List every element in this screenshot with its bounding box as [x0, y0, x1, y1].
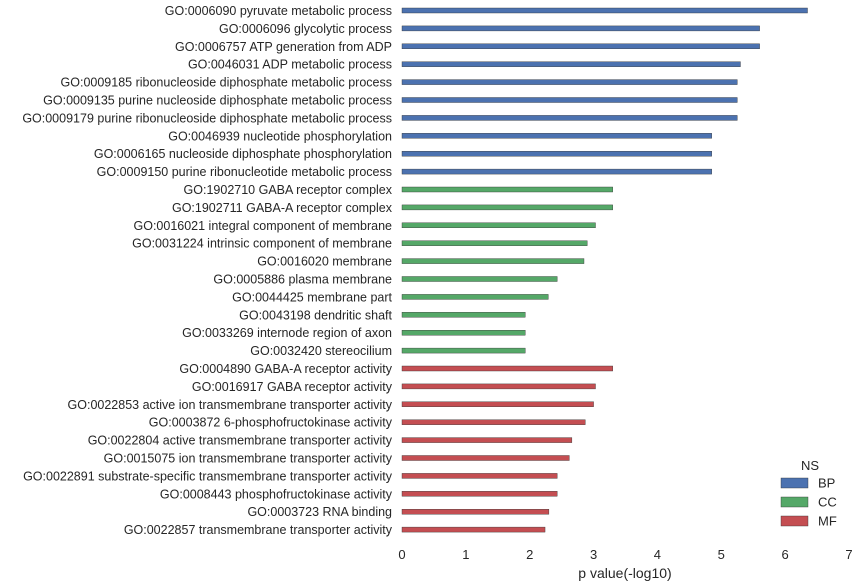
- bar: [401, 455, 570, 461]
- category-label: GO:1902711 GABA-A receptor complex: [172, 201, 393, 215]
- bar: [401, 186, 613, 193]
- category-label: GO:0033269 internode region of axon: [182, 326, 392, 340]
- bar: [401, 79, 738, 85]
- category-label: GO:0016020 membrane: [257, 255, 392, 269]
- category-label: GO:0003872 6-phosphofructokinase activit…: [149, 416, 393, 430]
- category-label: GO:0008443 phosphofructokinase activity: [160, 487, 393, 501]
- category-label: GO:0016021 integral component of membran…: [134, 219, 393, 233]
- bar: [401, 168, 712, 175]
- category-label: GO:0009185 ribonucleoside diphosphate me…: [61, 76, 392, 90]
- category-labels: GO:0006090 pyruvate metabolic process GO:…: [22, 4, 392, 537]
- bar: [401, 365, 613, 372]
- category-label: GO:0043198 dendritic shaft: [239, 308, 392, 322]
- category-label: GO:0009150 purine ribonucleotide metabol…: [97, 165, 392, 179]
- x-axis-title: p value(-log10): [578, 565, 671, 581]
- legend-swatch: [780, 515, 809, 527]
- category-label: GO:0022853 active ion transmembrane tran…: [68, 398, 393, 412]
- x-tick-label: 6: [782, 547, 789, 562]
- x-tick-label: 1: [462, 547, 469, 562]
- bar: [401, 222, 596, 229]
- x-tick-label: 7: [845, 547, 852, 562]
- bar: [401, 240, 588, 246]
- x-tick-label: 4: [654, 547, 661, 562]
- category-label: GO:0015075 ion transmembrane transporter…: [104, 452, 393, 466]
- category-label: GO:0022804 active transmembrane transpor…: [88, 434, 393, 448]
- bar: [401, 330, 526, 336]
- category-label: GO:0016917 GABA receptor activity: [192, 380, 393, 394]
- legend-title: NS: [801, 458, 819, 473]
- bar: [401, 383, 596, 390]
- category-label: GO:0046939 nucleotide phosphorylation: [168, 129, 392, 143]
- bars: [401, 7, 808, 533]
- category-label: GO:0044425 membrane part: [232, 290, 392, 304]
- category-label: GO:0009135 purine nucleoside diphosphate…: [43, 94, 392, 108]
- x-tick-labels: 0 1 2 3 4 5 6 7: [398, 547, 852, 562]
- bar: [401, 509, 550, 515]
- bar: [401, 312, 526, 318]
- bar: [401, 347, 526, 354]
- x-tick-label: 3: [590, 547, 597, 562]
- category-label: GO:0004890 GABA-A receptor activity: [179, 362, 392, 376]
- bar: [401, 294, 549, 300]
- bar: [401, 258, 585, 264]
- legend-label: BP: [818, 476, 835, 491]
- bar: [401, 419, 586, 425]
- bar: [401, 204, 613, 211]
- category-label: GO:0006090 pyruvate metabolic process: [165, 4, 392, 18]
- bar: [401, 43, 760, 49]
- legend: NS BP CC MF: [780, 458, 837, 529]
- legend-swatch: [780, 496, 809, 508]
- category-label: GO:0022891 substrate-specific transmembr…: [23, 469, 393, 483]
- category-label: GO:0022857 transmembrane transporter act…: [124, 523, 393, 537]
- x-tick-label: 2: [526, 547, 533, 562]
- category-label: GO:0003723 RNA binding: [247, 505, 392, 519]
- bar: [401, 97, 738, 103]
- bar: [401, 276, 558, 282]
- bar: [401, 61, 741, 67]
- bar: [401, 115, 738, 121]
- category-label: GO:0006096 glycolytic process: [219, 22, 392, 36]
- bar: [401, 401, 594, 407]
- legend-entries: BP CC MF: [780, 476, 837, 529]
- category-label: GO:0009179 purine ribonucleoside diphosp…: [22, 111, 392, 125]
- bar: [401, 437, 573, 443]
- category-label: GO:0046031 ADP metabolic process: [188, 58, 392, 72]
- category-label: GO:0005886 plasma membrane: [213, 273, 392, 287]
- bar: [401, 526, 546, 533]
- legend-label: CC: [818, 495, 837, 510]
- category-label: GO:0031224 intrinsic component of membra…: [132, 237, 392, 251]
- category-label: GO:0006165 nucleoside diphosphate phosph…: [94, 147, 392, 161]
- bar: [401, 491, 558, 497]
- legend-label: MF: [818, 514, 837, 529]
- bar: [401, 25, 760, 32]
- x-tick-label: 5: [718, 547, 725, 562]
- category-label: GO:0032420 stereocilium: [250, 344, 392, 358]
- bar: [401, 473, 558, 479]
- bar: [401, 150, 712, 157]
- x-tick-label: 0: [398, 547, 405, 562]
- category-label: GO:1902710 GABA receptor complex: [184, 183, 393, 197]
- category-label: GO:0006757 ATP generation from ADP: [175, 40, 392, 54]
- legend-swatch: [780, 477, 809, 489]
- bar: [401, 7, 808, 14]
- bar: [401, 133, 712, 139]
